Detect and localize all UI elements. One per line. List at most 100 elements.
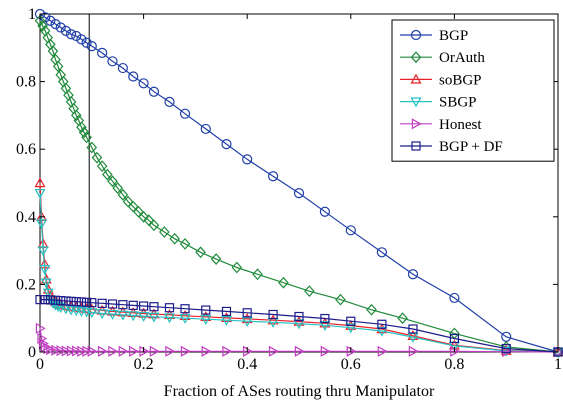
series-orauth-marker — [231, 261, 243, 274]
series-bgp-marker — [268, 171, 279, 182]
y-tick-label: 0.4 — [16, 209, 36, 226]
series-orauth-marker — [86, 141, 98, 154]
y-tick-label: 0.6 — [16, 141, 36, 158]
series-sbgp-marker — [39, 264, 51, 275]
series-bgp-marker — [407, 269, 419, 280]
series-bgp-df-marker — [107, 299, 118, 309]
legend-sobgp-marker — [410, 73, 422, 84]
series-bgp-df-marker — [149, 302, 159, 312]
series-honest-marker — [46, 344, 57, 356]
series-orauth-marker — [34, 14, 46, 27]
series-bgp-marker — [221, 139, 232, 150]
series-sobgp-marker — [34, 177, 46, 188]
series-bgp-df-marker — [128, 300, 138, 310]
series-orauth-marker — [81, 131, 92, 144]
series-honest — [35, 322, 563, 358]
series-bgp-df-marker — [66, 296, 76, 306]
series-sbgp-marker — [117, 310, 129, 321]
series-bgp-marker — [319, 206, 330, 217]
series-bgp-df-line — [40, 299, 559, 353]
series-bgp-marker — [50, 19, 61, 30]
series-honest-marker — [51, 344, 62, 356]
series-orauth-marker — [96, 160, 108, 172]
series-sbgp-marker — [220, 316, 232, 326]
series-sobgp-marker — [407, 330, 419, 340]
y-tick-label: 1 — [28, 6, 36, 23]
series-bgp-marker — [81, 37, 92, 48]
x-tick-label: 0.6 — [341, 356, 361, 373]
series-bgp-marker — [97, 47, 108, 58]
series-orauth-marker — [107, 175, 118, 188]
series-bgp-df-marker — [346, 316, 356, 326]
x-tick-label: 0 — [36, 356, 44, 373]
legend-honest-label: Honest — [439, 117, 482, 133]
series-orauth-marker — [47, 45, 59, 58]
series-bgp-df-marker — [35, 295, 45, 305]
series-bgp-df-marker — [87, 298, 97, 308]
legend-orauth-label: OrAuth — [439, 50, 485, 66]
series-honest-marker — [77, 345, 88, 357]
series-bgp-df-marker — [139, 301, 149, 311]
series-bgp-line — [39, 13, 559, 353]
series-bgp-marker — [60, 25, 72, 36]
series-orauth-marker — [210, 253, 222, 265]
series-bgp-df-marker — [71, 297, 81, 307]
series-orauth-marker — [252, 268, 263, 281]
series-orauth-marker — [102, 168, 113, 181]
series-bgp-marker — [45, 15, 56, 26]
legend-sbgp-marker — [410, 97, 422, 108]
series-honest-marker — [165, 345, 176, 357]
y-tick-label: 0.8 — [16, 74, 36, 91]
series-bgp-df-marker — [45, 295, 55, 305]
series-bgp-marker — [293, 188, 305, 199]
series-orauth-marker — [397, 312, 408, 325]
series-bgp-marker — [65, 29, 77, 40]
x-tick-label: 0.8 — [444, 356, 464, 373]
series-honest-marker — [129, 345, 139, 357]
series-honest-marker — [72, 345, 82, 357]
series-sbgp-marker — [127, 311, 139, 322]
legend-sbgp: SBGP — [400, 95, 477, 111]
series-honest-marker — [320, 345, 331, 357]
series-bgp-df-marker — [320, 313, 330, 324]
series-orauth-marker — [366, 303, 377, 316]
series-bgp-df-marker — [76, 297, 87, 307]
x-tick-label: 0.2 — [134, 356, 154, 373]
series-bgp-df-marker — [501, 344, 511, 354]
series-honest-marker — [222, 345, 233, 357]
series-sbgp-marker — [37, 246, 49, 257]
series-sbgp-marker — [376, 326, 388, 337]
series-orauth-marker — [37, 19, 48, 32]
series-bgp-df-marker — [82, 297, 92, 307]
series-sbgp-marker — [345, 323, 357, 334]
series-honest-marker — [268, 345, 279, 357]
x-tick-label: 1 — [554, 356, 562, 373]
legend-honest: Honest — [400, 117, 482, 133]
legend-orauth: OrAuth — [400, 50, 485, 66]
series-honest-marker — [82, 345, 93, 357]
series-honest-marker — [38, 338, 49, 350]
series-honest-marker — [61, 345, 72, 357]
series-bgp-marker — [242, 154, 253, 165]
series-honest-marker — [201, 345, 212, 357]
series-orauth-marker — [117, 188, 129, 201]
series-orauth-marker — [179, 237, 191, 250]
series-bgp-df-marker — [221, 306, 232, 317]
series-orauth-marker — [138, 210, 149, 223]
legend-bgp-df: BGP + DF — [400, 139, 503, 155]
legend-orauth-marker — [410, 51, 422, 64]
x-tick-label: 0.4 — [237, 356, 257, 373]
series-bgp-df-marker — [40, 295, 50, 305]
series-bgp-df-marker — [180, 304, 190, 314]
series-bgp-df-marker — [242, 308, 252, 318]
series-bgp-marker — [117, 62, 128, 74]
series-sbgp-marker — [148, 312, 160, 323]
series-bgp-df-marker — [118, 300, 128, 310]
series-sobgp-marker — [179, 310, 191, 321]
series-sbgp-marker — [52, 302, 64, 313]
series-bgp-marker — [86, 41, 97, 52]
series-bgp-marker — [107, 56, 118, 67]
series-bgp — [34, 8, 563, 358]
series-bgp-df-marker — [97, 298, 107, 308]
